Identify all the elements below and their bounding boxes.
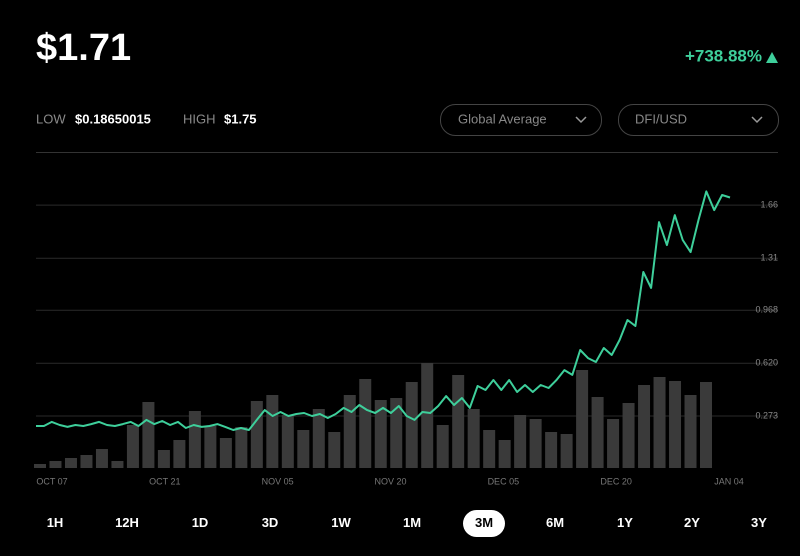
volume-bar: [514, 415, 527, 468]
range-button[interactable]: 3D: [262, 515, 279, 530]
volume-bar: [250, 401, 263, 468]
volume-bar: [64, 458, 77, 468]
volume-bar: [188, 411, 201, 468]
x-tick-label: NOV 20: [374, 476, 406, 486]
up-arrow: [766, 52, 778, 63]
change: +738.88%: [685, 46, 762, 65]
high-label: HIGH: [183, 111, 216, 126]
volume-bar: [405, 382, 418, 468]
volume-bar: [126, 425, 139, 468]
pair-select[interactable]: [618, 104, 779, 136]
volume-bar: [483, 430, 496, 468]
low-value: $0.18650015: [75, 111, 151, 126]
range-button[interactable]: 6M: [546, 515, 564, 530]
x-tick-label: DEC 20: [600, 476, 632, 486]
volume-bar: [390, 398, 403, 468]
range-button[interactable]: 2Y: [684, 515, 700, 530]
volume-bar: [498, 440, 511, 468]
source-select[interactable]: [440, 104, 602, 136]
volume-bar: [297, 430, 310, 468]
volume-bar: [34, 464, 46, 468]
range-button[interactable]: 12H: [115, 515, 139, 530]
volume-bar: [452, 375, 465, 468]
volume-bar: [622, 403, 635, 468]
y-tick-label: 1.31: [760, 253, 778, 263]
price-line: [36, 190, 731, 431]
range-button[interactable]: 1D: [192, 515, 209, 530]
source-select-text[interactable]: Global Average: [458, 111, 547, 126]
volume-bar: [266, 395, 279, 468]
range-button[interactable]: 1W: [331, 515, 351, 530]
chevron: [575, 116, 587, 124]
x-tick-label: JAN 04: [714, 476, 744, 486]
volume-bar: [142, 402, 155, 468]
range-button[interactable]: 1M: [403, 515, 421, 530]
volume-bar: [235, 427, 248, 468]
volume-bar: [281, 415, 294, 468]
x-tick-label: OCT 21: [149, 476, 180, 486]
x-tick-label: NOV 05: [262, 476, 294, 486]
volume-bar: [529, 419, 542, 468]
range-button-selected[interactable]: [463, 510, 505, 537]
volume-bar: [436, 425, 449, 468]
range-button[interactable]: 3Y: [751, 515, 767, 530]
volume-bar: [467, 409, 480, 468]
volume-bar: [669, 381, 682, 468]
volume-bar: [312, 409, 325, 468]
volume-bar: [591, 397, 604, 468]
y-tick-label: 1.66: [760, 199, 778, 209]
y-tick-label: 0.273: [755, 410, 778, 420]
volume-bar: [95, 449, 108, 468]
volume-bar: [638, 385, 651, 468]
volume-bar: [49, 461, 62, 468]
volume-bar: [219, 438, 232, 468]
pair-select-text[interactable]: DFI/USD: [635, 111, 687, 126]
price: $1.71: [36, 27, 131, 69]
volume-bar: [359, 379, 372, 468]
volume-bar: [653, 377, 666, 468]
volume-bar: [421, 363, 434, 468]
volume-bar: [576, 370, 589, 468]
volume-bar: [560, 434, 573, 468]
low-label: LOW: [36, 111, 66, 126]
volume-bar: [328, 432, 341, 468]
volume-bar: [173, 440, 186, 468]
volume-bar: [700, 382, 712, 468]
volume-bar: [607, 419, 620, 468]
range-button[interactable]: 3M: [475, 515, 493, 530]
volume-bar: [80, 455, 93, 468]
y-tick-label: 0.968: [755, 305, 778, 315]
x-tick-label: DEC 05: [488, 476, 520, 486]
y-tick-label: 0.620: [755, 358, 778, 368]
volume-bar: [374, 400, 387, 468]
volume-bar: [111, 461, 124, 468]
volume-bar: [343, 395, 356, 468]
range-button[interactable]: 1H: [47, 515, 64, 530]
range-button[interactable]: 1Y: [617, 515, 633, 530]
x-tick-label: OCT 07: [36, 476, 67, 486]
chevron: [751, 116, 763, 124]
high-value: $1.75: [224, 111, 257, 126]
volume-bar: [157, 450, 170, 468]
volume-bar: [684, 395, 697, 468]
volume-bar: [545, 432, 558, 468]
volume-bar: [204, 426, 217, 468]
